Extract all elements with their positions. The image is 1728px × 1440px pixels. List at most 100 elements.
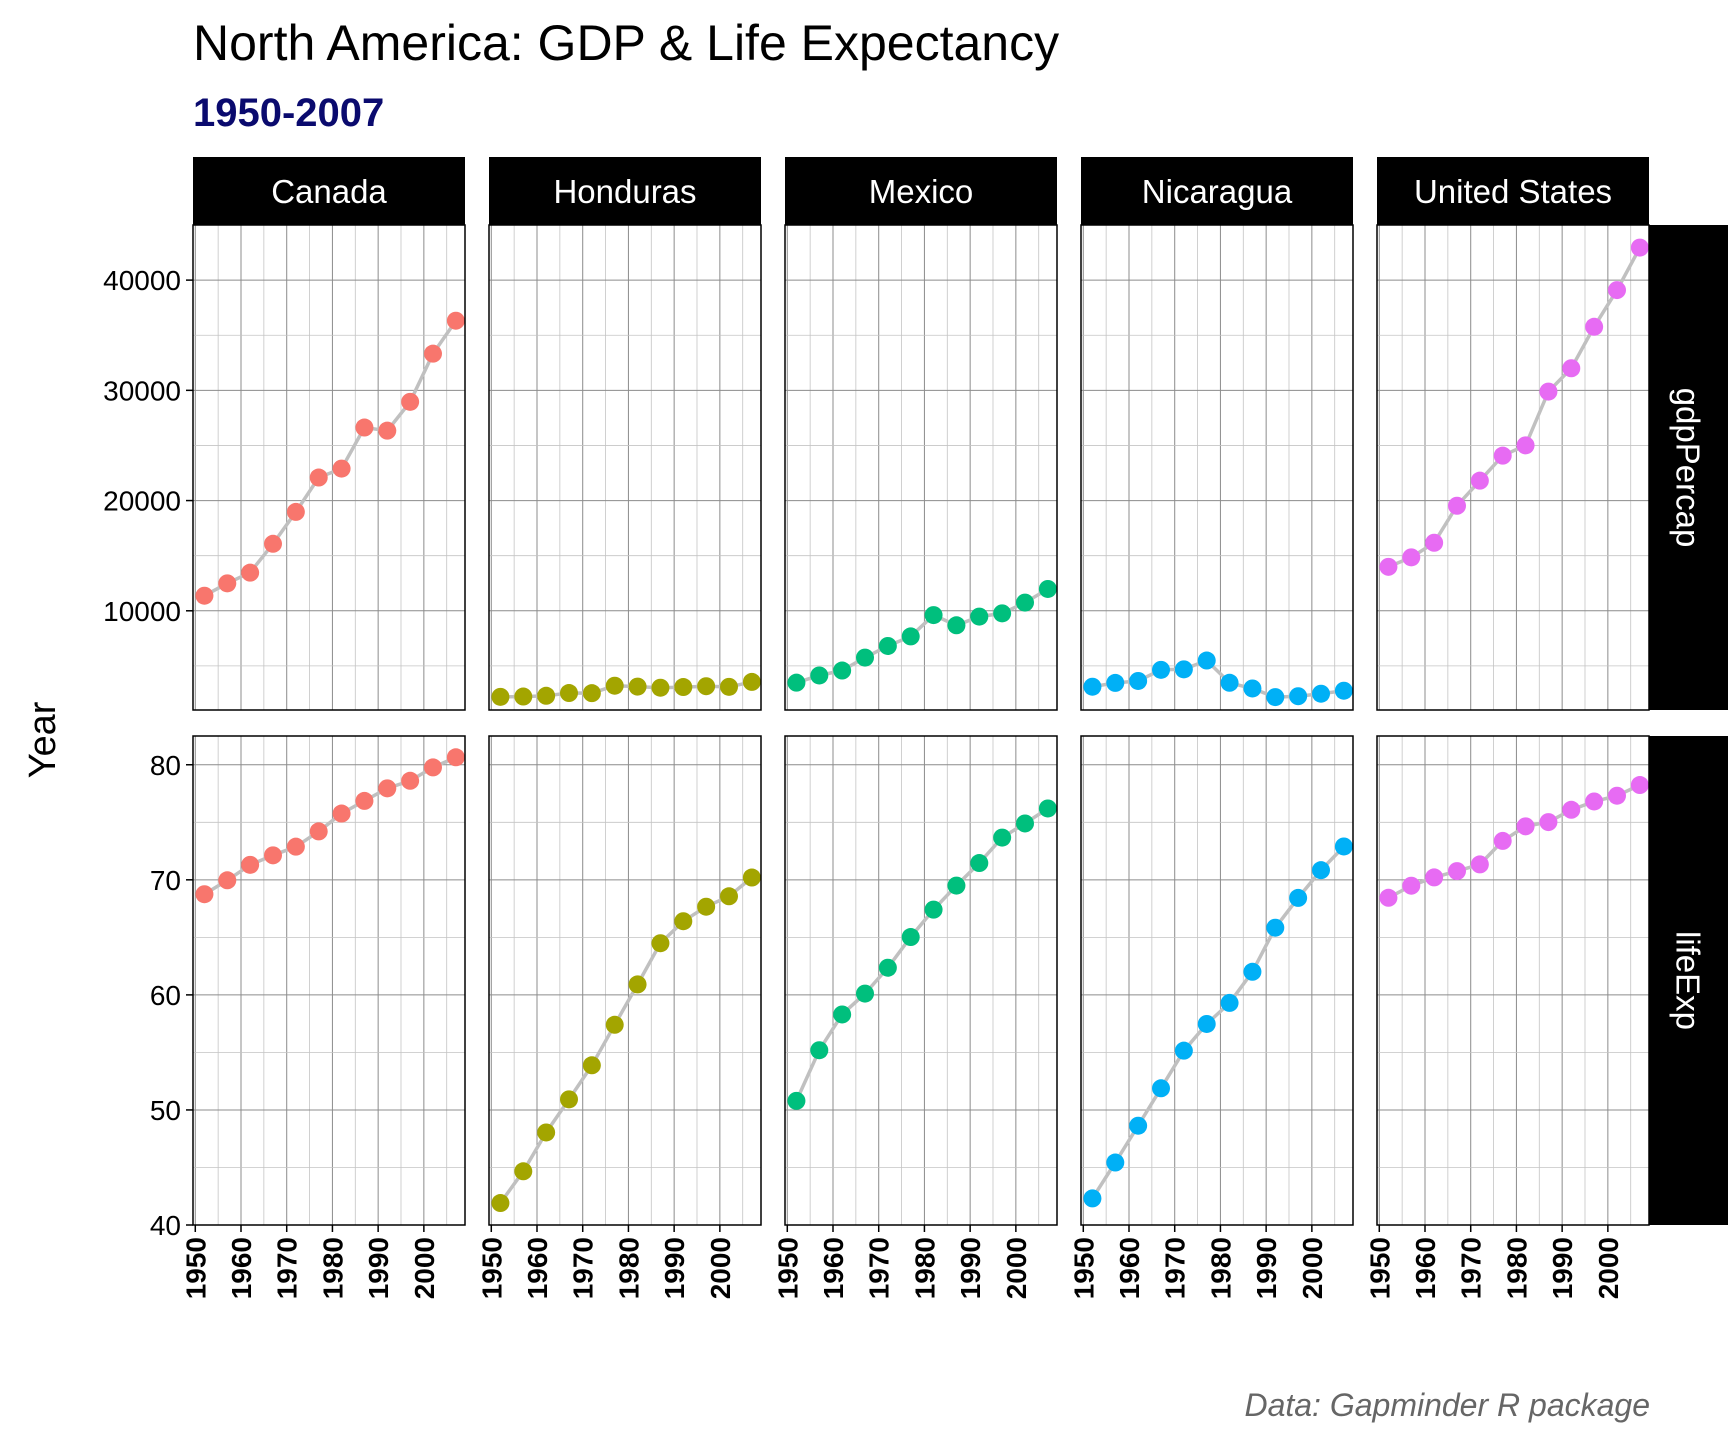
data-point-united-states-1992	[1562, 359, 1581, 378]
data-point-united-states-1967	[1448, 496, 1466, 515]
data-point-canada-2002	[424, 758, 442, 777]
strip-label-united-states: United States	[1414, 173, 1612, 210]
data-point-united-states-1957	[1402, 876, 1421, 895]
data-point-honduras-1972	[582, 1056, 601, 1075]
y-tick-label: 10000	[103, 596, 181, 627]
x-tick-label: 1990	[1251, 1237, 1282, 1299]
data-point-canada-1957	[218, 574, 237, 593]
panel-honduras-lifeexp	[488, 735, 762, 1226]
x-tick-label: 1980	[613, 1237, 644, 1299]
data-point-mexico-1987	[947, 616, 966, 635]
data-point-canada-1987	[355, 418, 374, 437]
data-point-mexico-1952	[787, 1091, 806, 1110]
data-point-united-states-1972	[1470, 471, 1489, 490]
x-tick-label: 2000	[705, 1237, 736, 1299]
data-point-nicaragua-1977	[1197, 1014, 1216, 1033]
strip-honduras	[489, 157, 761, 225]
data-point-nicaragua-1997	[1289, 888, 1308, 907]
data-point-nicaragua-1987	[1243, 962, 1262, 981]
data-point-mexico-2007	[1038, 799, 1057, 818]
panel-background	[489, 225, 761, 710]
row-strip-gdppercap	[1649, 225, 1728, 710]
data-point-mexico-1967	[856, 984, 874, 1003]
data-point-mexico-1952	[787, 673, 806, 692]
data-point-honduras-2002	[720, 677, 738, 696]
strip-mexico	[785, 157, 1057, 225]
data-point-honduras-1962	[537, 686, 556, 705]
data-point-nicaragua-2002	[1312, 861, 1330, 880]
x-tick-label: 1990	[955, 1237, 986, 1299]
panel-background	[1081, 225, 1353, 710]
data-point-united-states-1997	[1585, 792, 1604, 811]
data-point-canada-2007	[446, 311, 465, 330]
x-tick-label: 1950	[1364, 1237, 1395, 1299]
data-point-united-states-2002	[1608, 786, 1626, 805]
caption: Data: Gapminder R package	[1244, 1387, 1650, 1423]
data-point-mexico-1987	[947, 876, 966, 895]
data-point-nicaragua-1982	[1220, 673, 1239, 692]
data-point-canada-1982	[332, 459, 351, 478]
panel-background	[1377, 225, 1649, 710]
x-tick-label: 1980	[317, 1237, 348, 1299]
x-tick-label: 1970	[1456, 1237, 1487, 1299]
y-tick-label: 30000	[103, 375, 181, 406]
x-tick-label: 1970	[1160, 1237, 1191, 1299]
data-point-united-states-1952	[1379, 557, 1398, 576]
data-point-canada-1992	[378, 779, 397, 798]
row-strip-label-lifeexp: lifeExp	[1670, 931, 1707, 1030]
data-point-canada-1977	[309, 468, 328, 487]
panel-canada-gdppercap	[192, 224, 466, 711]
panel-border	[1376, 735, 1650, 1226]
data-point-united-states-1987	[1539, 382, 1558, 401]
data-point-united-states-2007	[1630, 238, 1649, 257]
data-point-canada-1977	[309, 822, 328, 841]
data-point-mexico-2002	[1016, 814, 1034, 833]
y-tick-label: 20000	[103, 486, 181, 517]
data-point-canada-1952	[195, 885, 214, 904]
data-point-united-states-1982	[1516, 817, 1535, 836]
data-point-mexico-1997	[993, 828, 1012, 847]
x-tick-label: 1960	[1114, 1237, 1145, 1299]
data-point-honduras-1957	[514, 1162, 533, 1181]
data-point-mexico-1972	[878, 636, 897, 655]
data-point-canada-1982	[332, 804, 351, 823]
data-point-honduras-2007	[742, 672, 761, 691]
data-point-mexico-2002	[1016, 593, 1034, 612]
data-point-united-states-1997	[1585, 317, 1604, 336]
panel-border	[1080, 224, 1354, 711]
data-point-honduras-1962	[537, 1123, 556, 1142]
data-point-canada-2002	[424, 344, 442, 363]
data-point-mexico-1977	[901, 627, 920, 646]
data-point-mexico-1982	[924, 900, 943, 919]
data-point-canada-1957	[218, 871, 237, 890]
panel-border	[192, 735, 466, 1226]
y-tick-label: 60	[150, 980, 181, 1011]
data-point-united-states-1977	[1493, 446, 1512, 465]
data-point-nicaragua-1952	[1083, 1189, 1102, 1208]
x-tick-label: 1960	[818, 1237, 849, 1299]
panel-honduras-gdppercap	[488, 224, 762, 711]
data-point-honduras-1977	[605, 676, 624, 695]
data-point-nicaragua-2007	[1334, 837, 1353, 856]
x-tick-label: 2000	[1001, 1237, 1032, 1299]
x-tick-label: 1980	[909, 1237, 940, 1299]
strip-united-states	[1377, 157, 1649, 225]
data-point-honduras-1977	[605, 1015, 624, 1034]
y-tick-label: 70	[150, 865, 181, 896]
row-strip-lifeexp	[1649, 736, 1728, 1225]
data-point-honduras-1987	[651, 934, 670, 953]
data-point-canada-1997	[401, 771, 420, 790]
data-point-nicaragua-1977	[1197, 651, 1216, 670]
x-tick-label: 1970	[864, 1237, 895, 1299]
panel-background	[1377, 736, 1649, 1225]
x-tick-label: 1990	[659, 1237, 690, 1299]
x-tick-label: 1960	[522, 1237, 553, 1299]
data-point-nicaragua-1962	[1129, 1116, 1148, 1135]
panel-border	[488, 735, 762, 1226]
x-tick-label: 1980	[1205, 1237, 1236, 1299]
row-strip-label-gdppercap: gdpPercap	[1670, 388, 1707, 548]
data-point-mexico-1957	[810, 666, 829, 685]
panel-background	[489, 736, 761, 1225]
data-point-united-states-1967	[1448, 862, 1466, 881]
